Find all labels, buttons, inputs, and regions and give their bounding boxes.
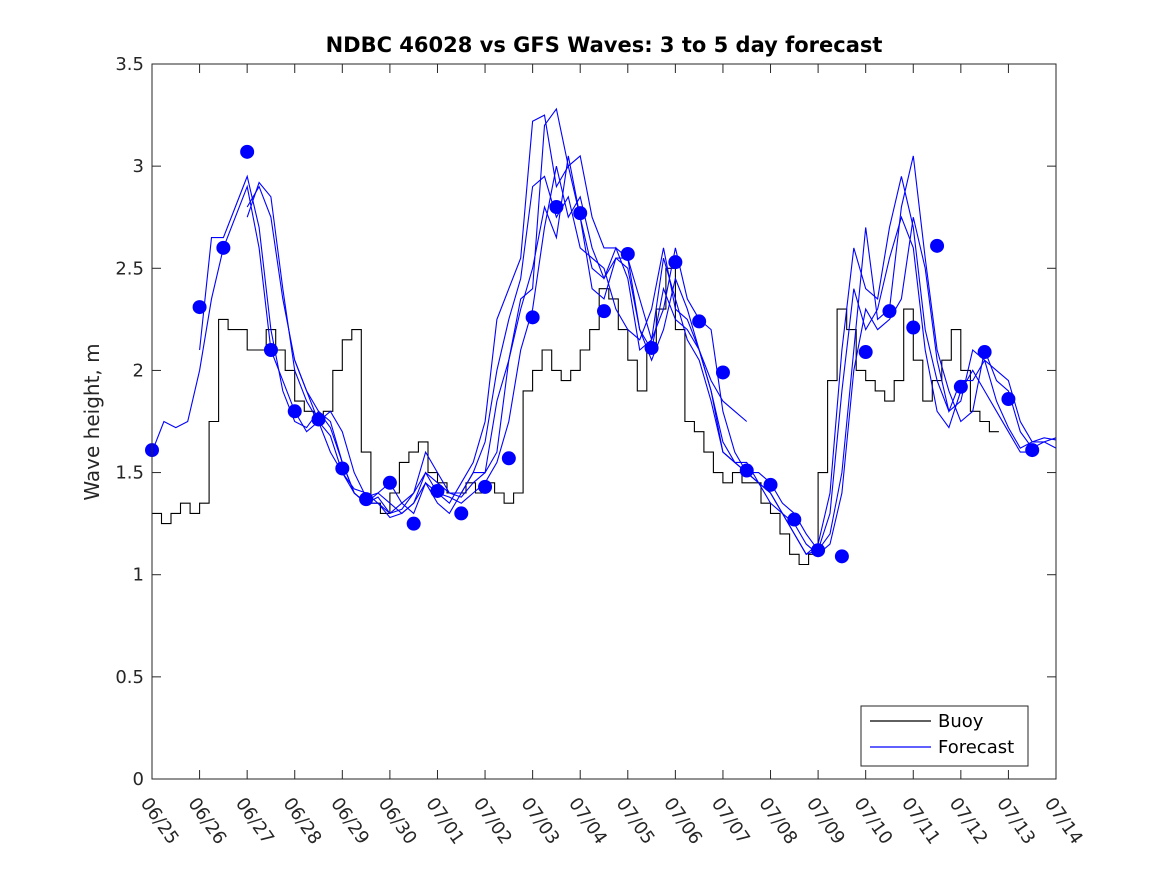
forecast-marker <box>240 144 255 159</box>
y-tick-label: 2.5 <box>115 258 144 279</box>
chart-title: NDBC 46028 vs GFS Waves: 3 to 5 day fore… <box>326 33 883 57</box>
plot-area <box>145 107 1057 566</box>
forecast-marker <box>311 412 326 427</box>
y-tick-label: 3.5 <box>115 54 144 75</box>
forecast-marker <box>573 206 588 221</box>
series-line-forecast <box>294 155 1033 555</box>
series-line-buoy <box>152 267 999 566</box>
forecast-marker <box>263 343 278 357</box>
forecast-marker <box>597 304 611 319</box>
forecast-marker <box>192 300 207 315</box>
forecast-marker <box>930 238 945 253</box>
forecast-marker <box>478 479 493 494</box>
forecast-marker <box>715 365 730 380</box>
forecast-marker <box>287 404 302 419</box>
y-tick-label: 1 <box>133 565 144 586</box>
forecast-marker <box>834 549 849 564</box>
y-tick-label: 1.5 <box>115 463 144 484</box>
forecast-marker <box>906 320 921 335</box>
forecast-marker <box>430 483 445 498</box>
forecast-marker <box>501 451 516 466</box>
forecast-marker <box>953 379 968 394</box>
forecast-marker <box>787 512 802 527</box>
legend-label-buoy: Buoy <box>938 711 984 732</box>
series-line-forecast <box>246 175 748 515</box>
forecast-marker <box>763 477 778 492</box>
forecast-marker <box>454 506 469 521</box>
forecast-marker <box>882 304 897 319</box>
legend-box <box>860 705 1029 767</box>
y-axis-title: Wave height, m <box>80 343 104 500</box>
forecast-marker <box>620 246 635 261</box>
forecast-marker <box>811 543 826 558</box>
forecast-marker <box>525 310 540 325</box>
forecast-marker <box>739 463 754 478</box>
y-tick-label: 3 <box>133 156 144 177</box>
forecast-marker <box>644 340 659 355</box>
forecast-marker <box>335 461 350 476</box>
legend-label-forecast: Forecast <box>938 737 1014 758</box>
forecast-marker <box>692 314 707 329</box>
legend: Buoy Forecast <box>860 705 1029 767</box>
forecast-marker <box>382 475 397 490</box>
forecast-marker <box>1025 443 1040 458</box>
forecast-marker <box>858 345 873 360</box>
forecast-marker <box>977 345 992 360</box>
y-tick-label: 2 <box>133 360 144 381</box>
forecast-marker <box>359 492 374 507</box>
forecast-marker <box>406 516 421 531</box>
y-tick-label: 0.5 <box>115 667 144 688</box>
forecast-marker <box>549 200 564 214</box>
series-line-forecast <box>246 114 1057 556</box>
forecast-marker <box>1001 392 1016 407</box>
forecast-marker <box>668 255 683 270</box>
forecast-marker <box>216 240 231 255</box>
y-tick-label: 0 <box>133 769 144 790</box>
plot-frame <box>151 63 1057 780</box>
